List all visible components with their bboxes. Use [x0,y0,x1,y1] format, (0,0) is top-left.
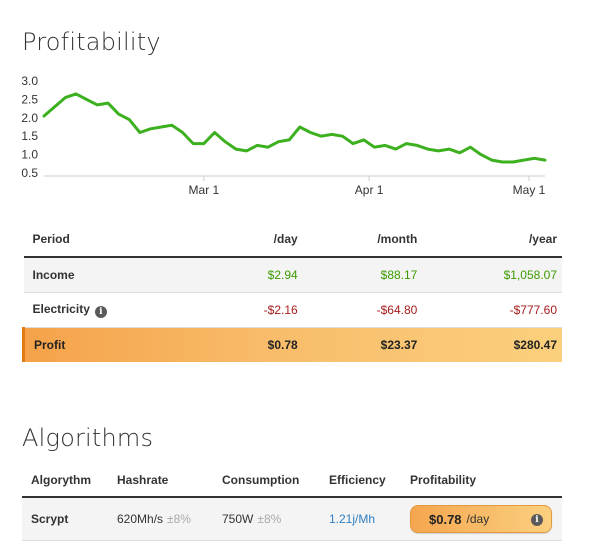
algorithm-name: Scrypt [22,497,117,541]
profitability-table: Period /day /month /year Income $2.94 $8… [22,222,562,362]
electricity-cell: Electricity i [23,292,184,328]
y-tick-label: 2.5 [21,92,38,106]
efficiency-value[interactable]: 1.21j/Mh [329,497,410,541]
income-row: Income $2.94 $88.17 $1,058.07 [23,257,562,293]
info-icon[interactable]: i [531,514,543,526]
profitability-value: $0.78 [429,511,462,527]
info-icon[interactable]: i [94,306,107,318]
electricity-row: Electricity i -$2.16 -$64.80 -$777.60 [23,292,562,328]
profitability-chart: 3.0 2.5 2.0 1.5 1.0 0.5 Mar 1 Apr 1 May 1 [21,74,547,197]
header-day: /day [183,222,303,258]
header-hashrate: Hashrate [117,463,222,498]
header-period: Period [23,222,184,258]
algorithms-table: Algorythm Hashrate Consumption Efficienc… [22,463,562,541]
y-tick-label: 0.5 [21,166,38,180]
profitability-title: Profitability [22,28,161,56]
electricity-label: Electricity [32,302,90,316]
y-tick-label: 1.5 [21,129,38,143]
electricity-month: -$64.80 [302,292,423,328]
profit-day: $0.78 [267,338,298,352]
income-month: $88.17 [302,257,423,293]
consumption-cell: 750W ±8% [222,497,329,541]
x-tick-label: Apr 1 [355,183,384,197]
x-tick-label: Mar 1 [189,183,220,197]
income-day: $2.94 [183,257,303,293]
header-efficiency: Efficiency [329,463,410,498]
x-tick-label: May 1 [513,183,546,197]
y-tick-label: 2.0 [21,111,38,125]
table-row: Scrypt 620Mh/s ±8% 750W ±8% 1.21j/Mh $0.78… [22,497,562,541]
consumption-value: 750W [222,512,254,526]
profitability-unit: /day [466,512,490,526]
profit-label: Profit [22,327,184,362]
electricity-year: -$777.60 [422,292,562,328]
hashrate-variance: ±8% [167,512,191,526]
y-tick-label: 1.0 [21,148,38,162]
profit-year: $280.47 [513,338,557,352]
income-year: $1,058.07 [422,257,562,293]
consumption-variance: ±8% [257,512,282,526]
hashrate-cell: 620Mh/s ±8% [117,497,222,541]
header-consumption: Consumption [222,463,329,498]
profit-month: $23.37 [380,338,418,352]
y-tick-label: 3.0 [21,74,38,88]
profitability-cell: $0.78 /day i [410,497,562,541]
electricity-day: -$2.16 [183,292,303,328]
header-profitability: Profitability [410,463,562,498]
algorithms-title: Algorithms [22,424,154,452]
table-header-row: Algorythm Hashrate Consumption Efficienc… [22,463,562,498]
profit-row: Profit $0.78 $23.37 $280.47 [22,327,562,362]
header-algorithm: Algorythm [22,463,117,498]
chart-series-line [42,92,547,164]
table-header-row: Period /day /month /year [23,222,562,258]
hashrate-value: 620Mh/s [117,512,164,526]
income-label: Income [23,257,184,293]
profitability-badge[interactable]: $0.78 /day i [410,505,552,533]
header-month: /month [302,222,423,258]
header-year: /year [422,222,562,258]
